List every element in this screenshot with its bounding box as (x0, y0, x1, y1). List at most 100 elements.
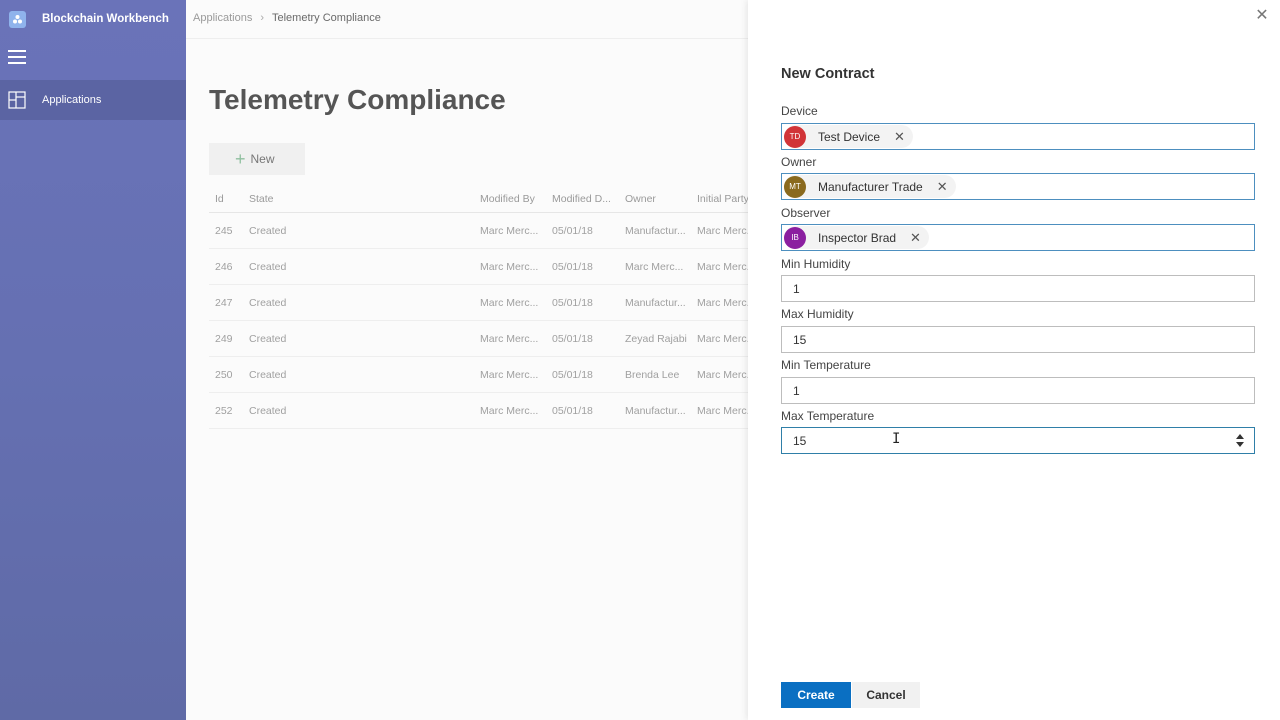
observer-chip: IB Inspector Brad ✕ (784, 226, 929, 249)
contracts-table: Id State Modified By Modified D... Owner… (209, 186, 755, 429)
cell-initial-party: Marc Merc... (697, 260, 756, 273)
max-humidity-input[interactable]: 15 (781, 326, 1255, 353)
cell-initial-party: Marc Merc... (697, 404, 756, 417)
cell-owner: Marc Merc... (625, 260, 684, 273)
cell-modified-by: Marc Merc... (480, 368, 539, 381)
avatar: IB (784, 226, 806, 249)
device-label: Device (781, 104, 818, 118)
cell-owner: Zeyad Rajabi (625, 332, 687, 345)
cell-id: 252 (215, 404, 233, 417)
cell-owner: Manufactur... (625, 404, 686, 417)
cell-modified-date: 05/01/18 (552, 260, 593, 273)
cell-owner: Brenda Lee (625, 368, 680, 381)
cell-initial-party: Marc Merc... (697, 368, 756, 381)
min-temperature-value: 1 (793, 383, 800, 398)
breadcrumb-current: Telemetry Compliance (272, 12, 381, 24)
cancel-button[interactable]: Cancel (852, 682, 920, 708)
plus-icon: + (235, 149, 246, 169)
cell-modified-date: 05/01/18 (552, 224, 593, 237)
cell-modified-by: Marc Merc... (480, 332, 539, 345)
chip-name: Inspector Brad (818, 230, 897, 245)
device-chip: TD Test Device ✕ (784, 125, 913, 148)
cell-state: Created (249, 332, 287, 345)
cell-modified-by: Marc Merc... (480, 296, 539, 309)
avatar: TD (784, 125, 806, 148)
brand: Blockchain Workbench (0, 0, 186, 38)
cell-state: Created (249, 404, 287, 417)
device-picker[interactable]: TD Test Device ✕ (781, 123, 1255, 150)
avatar: MT (784, 175, 806, 198)
breadcrumb-root[interactable]: Applications (193, 12, 253, 24)
min-humidity-value: 1 (793, 281, 800, 296)
spinner-icon[interactable] (1236, 434, 1244, 447)
cell-state: Created (249, 296, 287, 309)
table-row[interactable]: 252 Created Marc Merc... 05/01/18 Manufa… (209, 393, 755, 429)
max-humidity-value: 15 (793, 332, 807, 347)
page-title: Telemetry Compliance (209, 84, 506, 115)
cell-id: 249 (215, 332, 233, 345)
main-content: Applications › Telemetry Compliance Tele… (186, 0, 755, 720)
table-row[interactable]: 245 Created Marc Merc... 05/01/18 Manufa… (209, 213, 755, 249)
column-header-owner[interactable]: Owner (625, 193, 656, 205)
column-header-modified-by[interactable]: Modified By (480, 193, 535, 205)
observer-label: Observer (781, 206, 831, 220)
max-temperature-label: Max Temperature (781, 409, 875, 423)
close-icon[interactable]: ✕ (1255, 7, 1269, 24)
table-row[interactable]: 249 Created Marc Merc... 05/01/18 Zeyad … (209, 321, 755, 357)
cell-id: 246 (215, 260, 233, 273)
cell-modified-date: 05/01/18 (552, 296, 593, 309)
sidebar-item-applications[interactable]: Applications (0, 80, 186, 120)
text-cursor-icon: I (892, 431, 901, 447)
blockchain-logo-icon (9, 10, 26, 28)
owner-label: Owner (781, 155, 817, 169)
column-header-initial-party[interactable]: Initial Party (697, 193, 749, 205)
cell-initial-party: Marc Merc... (697, 296, 756, 309)
remove-icon[interactable]: ✕ (894, 129, 905, 144)
cell-modified-date: 05/01/18 (552, 368, 593, 381)
owner-picker[interactable]: MT Manufacturer Trade ✕ (781, 173, 1255, 200)
observer-picker[interactable]: IB Inspector Brad ✕ (781, 224, 1255, 251)
cell-state: Created (249, 368, 287, 381)
chip-name: Manufacturer Trade (818, 179, 923, 194)
table-header: Id State Modified By Modified D... Owner… (209, 186, 749, 213)
min-humidity-input[interactable]: 1 (781, 275, 1255, 302)
divider (186, 38, 748, 39)
panel-title: New Contract (781, 66, 875, 82)
max-temperature-value: 15 (793, 433, 807, 448)
column-header-id[interactable]: Id (215, 193, 224, 205)
hamburger-icon[interactable] (8, 50, 26, 66)
cell-owner: Manufactur... (625, 296, 686, 309)
column-header-state[interactable]: State (249, 193, 274, 205)
min-temperature-input[interactable]: 1 (781, 377, 1255, 404)
sidebar: Blockchain Workbench Applications (0, 0, 186, 720)
cell-state: Created (249, 260, 287, 273)
min-humidity-label: Min Humidity (781, 257, 851, 271)
remove-icon[interactable]: ✕ (936, 179, 948, 194)
chip-name: Test Device (818, 129, 881, 144)
cell-modified-by: Marc Merc... (480, 224, 539, 237)
cell-modified-date: 05/01/18 (552, 404, 593, 417)
max-temperature-input[interactable]: 15 I (781, 427, 1255, 454)
cell-id: 250 (215, 368, 233, 381)
table-row[interactable]: 246 Created Marc Merc... 05/01/18 Marc M… (209, 249, 755, 285)
table-row[interactable]: 247 Created Marc Merc... 05/01/18 Manufa… (209, 285, 755, 321)
cell-id: 245 (215, 224, 233, 237)
sidebar-item-label: Applications (42, 94, 102, 106)
create-button[interactable]: Create (781, 682, 851, 708)
column-header-modified-date[interactable]: Modified D... (552, 193, 611, 205)
breadcrumb: Applications › Telemetry Compliance (193, 12, 381, 24)
new-button[interactable]: + New (209, 143, 305, 175)
brand-name: Blockchain Workbench (42, 13, 169, 25)
table-row[interactable]: 250 Created Marc Merc... 05/01/18 Brenda… (209, 357, 755, 393)
max-humidity-label: Max Humidity (781, 307, 854, 321)
applications-icon (8, 91, 26, 109)
chevron-right-icon: › (260, 12, 264, 24)
new-contract-panel: ✕ New Contract Device TD Test Device ✕ O… (748, 0, 1280, 720)
remove-icon[interactable]: ✕ (910, 230, 921, 245)
owner-chip: MT Manufacturer Trade ✕ (784, 175, 956, 198)
cell-modified-date: 05/01/18 (552, 332, 593, 345)
cell-initial-party: Marc Merc... (697, 224, 756, 237)
cell-state: Created (249, 224, 287, 237)
cell-id: 247 (215, 296, 233, 309)
cell-initial-party: Marc Merc... (697, 332, 756, 345)
